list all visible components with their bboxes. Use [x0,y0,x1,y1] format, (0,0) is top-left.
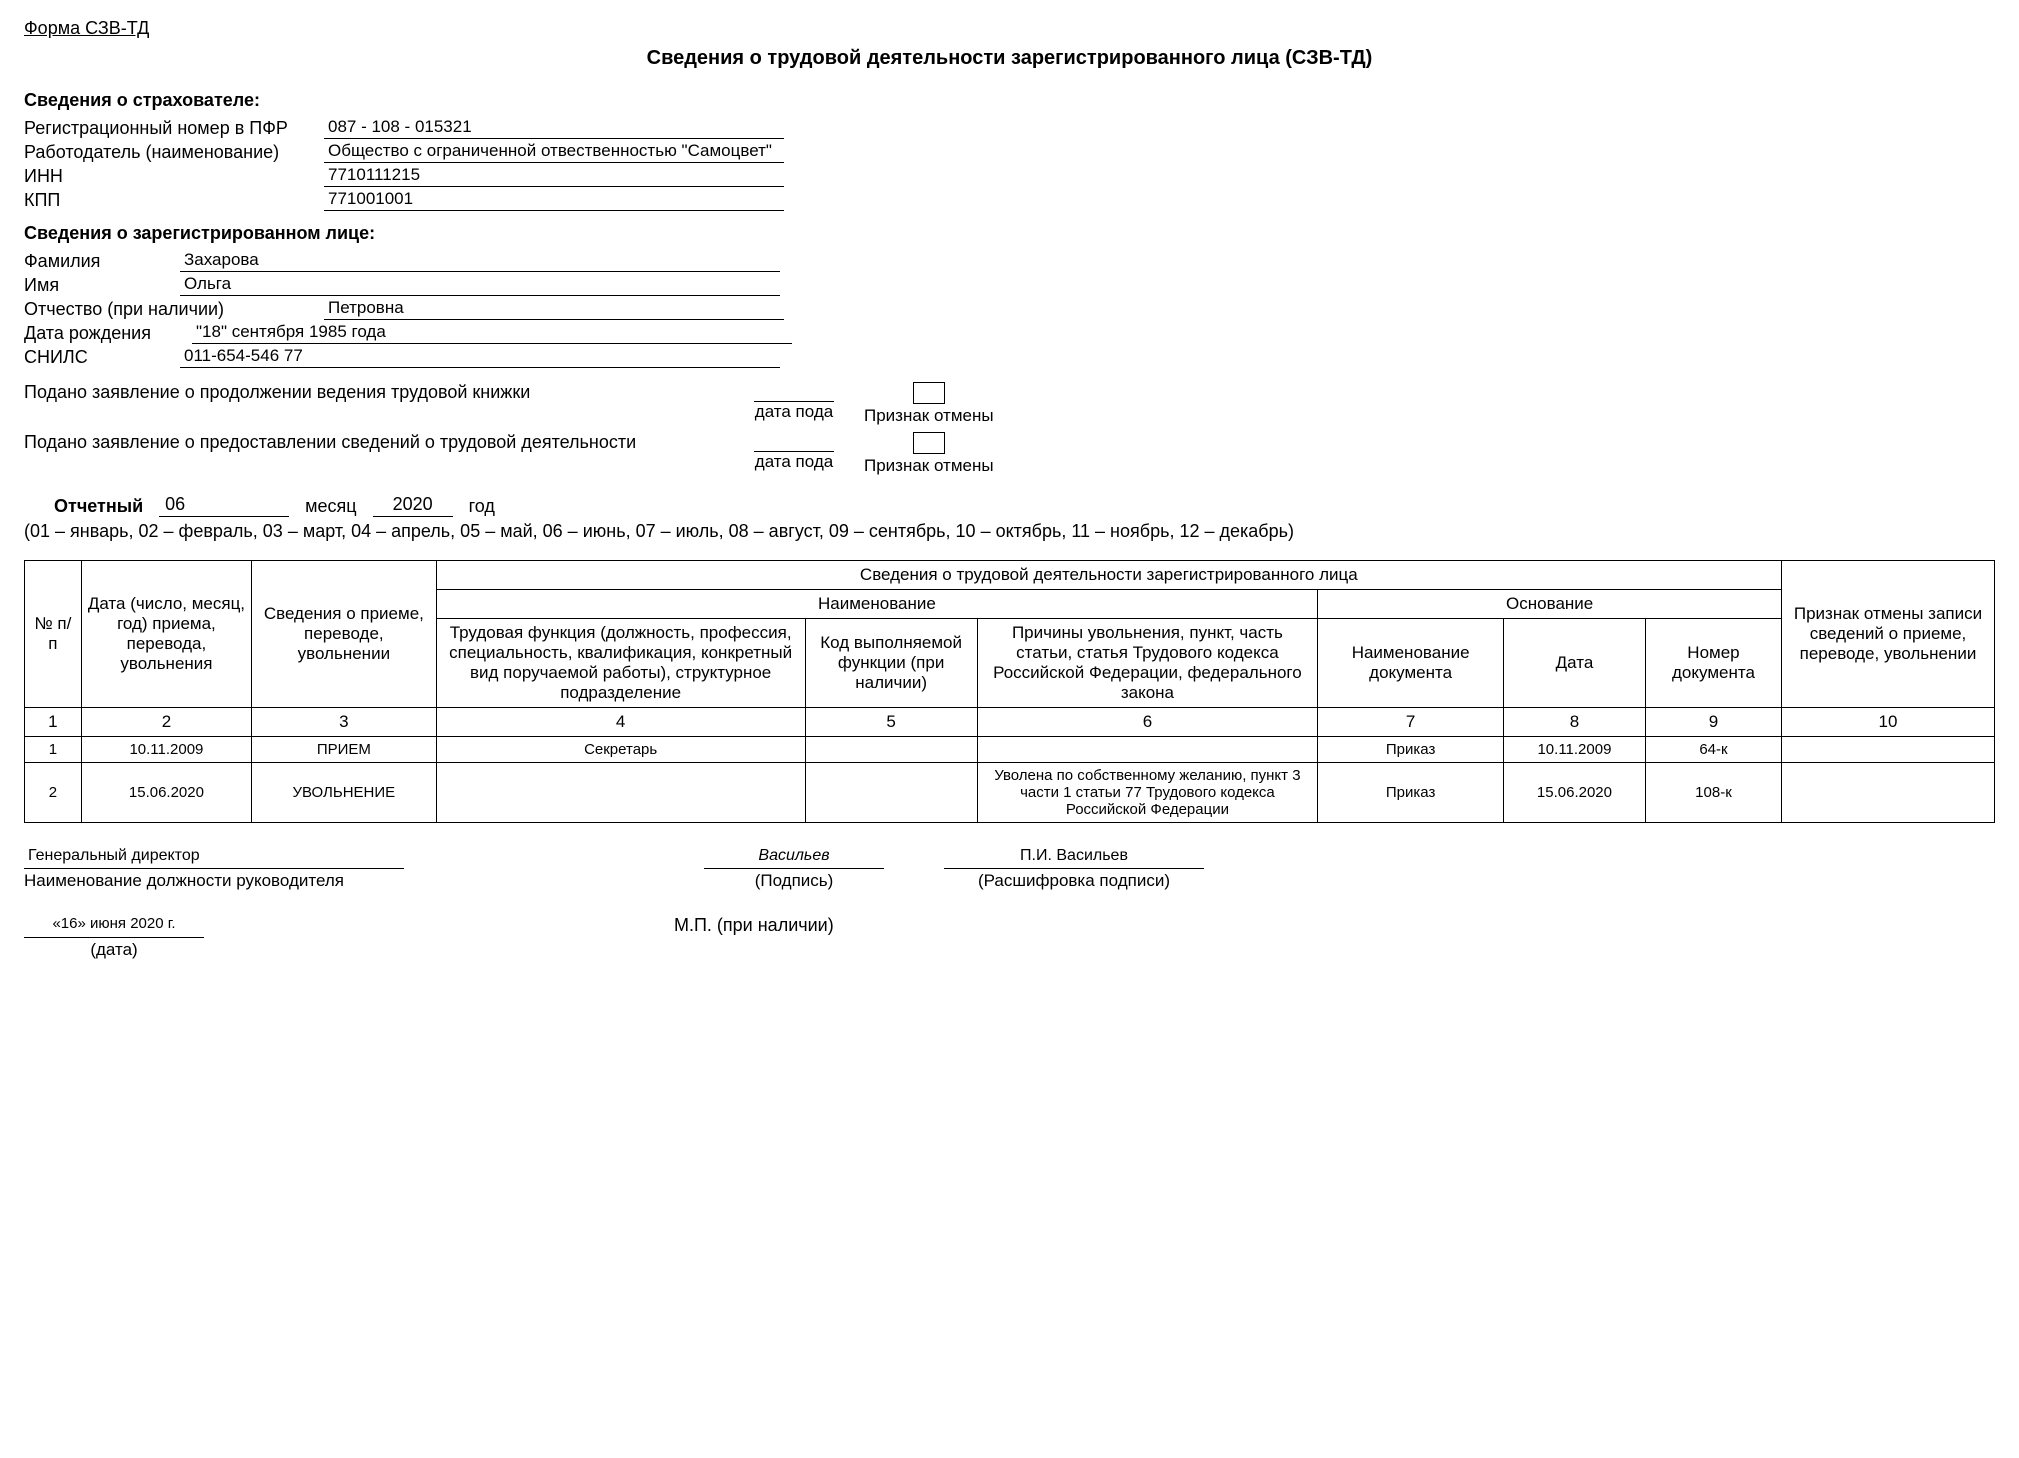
colnum-4: 4 [436,708,805,737]
table-row: 215.06.2020УВОЛЬНЕНИЕУволена по собствен… [25,763,1995,823]
label-employer: Работодатель (наименование) [24,142,324,163]
colnum-2: 2 [81,708,251,737]
cell-func [436,763,805,823]
workbook-cancel-box [913,382,945,404]
signature-sign: Васильев [704,847,884,869]
value-snils: 011-654-546 77 [180,346,780,368]
cell-code [805,763,977,823]
cell-event: ПРИЕМ [252,737,437,763]
sign-date-caption: (дата) [90,940,137,960]
activity-date-line [754,432,834,452]
colnum-3: 3 [252,708,437,737]
sign-date: «16» июня 2020 г. [52,915,175,932]
statement-workbook: Подано заявление о продолжении ведения т… [24,382,724,403]
activity-cancel-box [913,432,945,454]
cell-func: Секретарь [436,737,805,763]
colnum-5: 5 [805,708,977,737]
th-func: Трудовая функция (должность, профессия, … [436,619,805,708]
label-inn: ИНН [24,166,324,187]
value-report-month: 06 [159,494,289,517]
th-event: Сведения о приеме, переводе, увольнении [252,561,437,708]
form-code: Форма СЗВ-ТД [24,18,1995,39]
th-cancel: Признак отмены записи сведений о приеме,… [1782,561,1995,708]
colnum-10: 10 [1782,708,1995,737]
cell-reason [977,737,1318,763]
cell-event: УВОЛЬНЕНИЕ [252,763,437,823]
value-patronymic: Петровна [324,298,784,320]
label-cancel-2: Признак отмены [864,456,994,476]
signature-transcript-caption: (Расшифровка подписи) [978,871,1170,891]
label-month-word: месяц [305,496,356,517]
cell-code [805,737,977,763]
cell-docnum: 108-к [1645,763,1781,823]
signature-transcript: П.И. Васильев [944,847,1204,869]
th-reason: Причины увольнения, пункт, часть статьи,… [977,619,1318,708]
label-patronymic: Отчество (при наличии) [24,299,324,320]
cell-date: 15.06.2020 [81,763,251,823]
label-pfr: Регистрационный номер в ПФР [24,118,324,139]
label-surname: Фамилия [24,251,180,272]
document-title: Сведения о трудовой деятельности зарегис… [24,47,1995,70]
th-docname: Наименование документа [1318,619,1504,708]
value-kpp: 771001001 [324,189,784,211]
signature-position: Генеральный директор [24,847,404,869]
th-osn: Основание [1318,590,1782,619]
label-date-poda-1: дата пода [755,402,833,422]
label-name: Имя [24,275,180,296]
colnum-6: 6 [977,708,1318,737]
cell-n: 2 [25,763,82,823]
cell-cancel [1782,763,1995,823]
statement-activity: Подано заявление о предоставлении сведен… [24,432,724,453]
th-code: Код выполняемой функции (при наличии) [805,619,977,708]
value-pfr: 087 - 108 - 015321 [324,117,784,139]
cell-docnum: 64-к [1645,737,1781,763]
label-date-poda-2: дата пода [755,452,833,472]
value-name: Ольга [180,274,780,296]
value-surname: Захарова [180,250,780,272]
activity-table: № п/п Дата (число, месяц, год) приема, п… [24,560,1995,823]
label-cancel-1: Признак отмены [864,406,994,426]
th-date: Дата (число, месяц, год) приема, перевод… [81,561,251,708]
cell-date: 10.11.2009 [81,737,251,763]
cell-reason: Уволена по собственному желанию, пункт 3… [977,763,1318,823]
value-inn: 7710111215 [324,165,784,187]
colnum-8: 8 [1503,708,1645,737]
th-naim: Наименование [436,590,1318,619]
th-docdate: Дата [1503,619,1645,708]
cell-docdate: 10.11.2009 [1503,737,1645,763]
workbook-date-line [754,382,834,402]
months-legend: (01 – январь, 02 – февраль, 03 – март, 0… [24,521,1995,542]
sign-date-line [24,934,204,938]
table-row: 110.11.2009ПРИЕМСекретарьПриказ10.11.200… [25,737,1995,763]
th-npp: № п/п [25,561,82,708]
colnum-1: 1 [25,708,82,737]
seal-note: М.П. (при наличии) [674,915,834,936]
signature-position-caption: Наименование должности руководителя [24,871,344,891]
label-snils: СНИЛС [24,347,180,368]
insurer-section-header: Сведения о страхователе: [24,90,1995,111]
value-report-year: 2020 [373,494,453,517]
value-employer: Общество с ограниченной отвественностью … [324,141,784,163]
cell-docdate: 15.06.2020 [1503,763,1645,823]
cell-docname: Приказ [1318,737,1504,763]
cell-docname: Приказ [1318,763,1504,823]
th-top: Сведения о трудовой деятельности зарегис… [436,561,1781,590]
cell-n: 1 [25,737,82,763]
value-dob: "18" сентября 1985 года [192,322,792,344]
label-kpp: КПП [24,190,324,211]
label-year-word: год [469,496,495,517]
colnum-7: 7 [1318,708,1504,737]
label-dob: Дата рождения [24,323,192,344]
th-docnum: Номер документа [1645,619,1781,708]
label-report-period: Отчетный [24,496,143,517]
colnum-9: 9 [1645,708,1781,737]
person-section-header: Сведения о зарегистрированном лице: [24,223,1995,244]
cell-cancel [1782,737,1995,763]
signature-sign-caption: (Подпись) [755,871,834,891]
